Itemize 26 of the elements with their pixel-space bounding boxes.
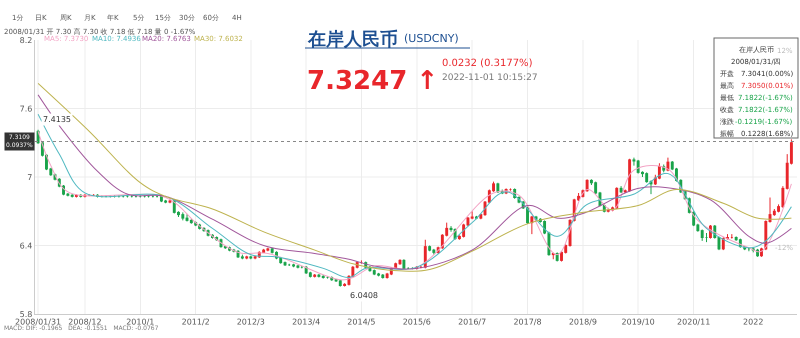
y-tick-label: 6.4 <box>20 241 32 250</box>
annotation: 7.3247 ↑ <box>307 66 438 96</box>
x-tick-label: 2018/9 <box>568 318 597 327</box>
x-tick-label: 2010/1 <box>126 318 154 327</box>
y-tick-label: 7.6 <box>20 104 32 114</box>
x-tick-label: 2015/6 <box>402 318 431 327</box>
x-tick-label: 2011/2 <box>182 318 210 327</box>
y-tick-label: 8.2 <box>20 36 32 45</box>
annotation: 0.0232 (0.3177%) <box>442 58 533 69</box>
x-tick-label: 2013/4 <box>292 318 320 327</box>
annotation: 7.4135 <box>43 115 71 124</box>
x-tick-label: 2019/10 <box>622 318 655 327</box>
y-tick-label: 5.8 <box>20 310 32 319</box>
x-tick-label: 2014/5 <box>347 318 376 327</box>
x-tick-label: 2017/8 <box>513 318 542 327</box>
x-tick-label: 2008/12 <box>68 318 102 327</box>
x-tick-label: 2012/3 <box>236 318 265 327</box>
chart-title: 在岸人民币 <box>307 29 398 50</box>
x-tick-label: 2022 <box>743 318 764 327</box>
y-tick-label: 7 <box>27 172 32 182</box>
x-tick-label: 2020/11 <box>677 318 710 327</box>
annotation: 6.0408 <box>350 291 378 300</box>
chart-subtitle: (USDCNY) <box>404 32 459 45</box>
annotation: 2022-11-01 10:15:27 <box>442 73 538 83</box>
x-tick-label: 2016/7 <box>458 318 486 327</box>
x-tick-label: 2008/01/31 <box>15 318 62 327</box>
